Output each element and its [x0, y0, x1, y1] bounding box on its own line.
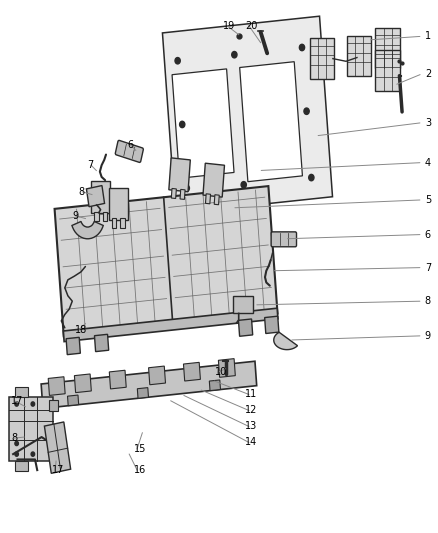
Text: 7: 7	[88, 160, 94, 170]
Circle shape	[299, 44, 304, 51]
Bar	[49, 400, 58, 411]
Text: 9: 9	[72, 211, 78, 221]
Circle shape	[175, 58, 180, 64]
Circle shape	[232, 52, 237, 58]
FancyBboxPatch shape	[172, 69, 234, 178]
Bar	[9, 397, 53, 461]
Bar	[180, 189, 185, 199]
Text: 3: 3	[425, 118, 431, 127]
Bar	[238, 319, 253, 336]
Text: 2: 2	[425, 69, 431, 78]
Circle shape	[304, 108, 309, 115]
Circle shape	[31, 452, 35, 456]
Wedge shape	[72, 221, 103, 239]
Bar	[67, 395, 79, 406]
Bar	[184, 362, 201, 381]
Text: 14: 14	[245, 438, 258, 447]
Bar	[74, 374, 92, 393]
Text: 8: 8	[79, 187, 85, 197]
Bar	[103, 212, 107, 221]
Text: 11: 11	[245, 390, 258, 399]
Bar	[347, 36, 371, 76]
Text: 6: 6	[127, 140, 133, 150]
Text: 1: 1	[425, 31, 431, 41]
Text: 6: 6	[425, 230, 431, 239]
Bar	[94, 212, 99, 221]
Text: 20: 20	[245, 21, 258, 30]
Text: 17: 17	[11, 396, 23, 406]
Bar	[15, 387, 28, 397]
Text: 17: 17	[52, 465, 64, 475]
Bar	[265, 316, 279, 334]
Text: 13: 13	[245, 422, 258, 431]
Text: 15: 15	[134, 444, 146, 454]
Text: 4: 4	[425, 158, 431, 167]
Circle shape	[15, 402, 18, 406]
FancyBboxPatch shape	[115, 140, 143, 163]
Bar	[109, 188, 128, 220]
Bar	[171, 189, 177, 198]
FancyBboxPatch shape	[240, 62, 302, 182]
Bar	[120, 218, 125, 228]
Bar	[219, 359, 235, 377]
Bar	[203, 163, 225, 197]
FancyBboxPatch shape	[271, 232, 297, 247]
Polygon shape	[274, 332, 297, 350]
Bar	[44, 422, 71, 473]
Text: 8: 8	[425, 296, 431, 306]
Circle shape	[241, 182, 246, 188]
Bar	[91, 181, 110, 213]
Bar	[64, 308, 278, 342]
Circle shape	[31, 402, 35, 406]
Bar	[66, 337, 80, 354]
Bar	[15, 461, 28, 471]
Bar	[110, 370, 126, 389]
Text: 10: 10	[215, 367, 227, 377]
Bar	[138, 387, 148, 398]
Circle shape	[184, 185, 189, 191]
FancyBboxPatch shape	[86, 185, 105, 207]
Bar	[48, 377, 65, 395]
Bar	[169, 158, 191, 192]
Circle shape	[309, 174, 314, 181]
Text: 12: 12	[245, 406, 258, 415]
Bar	[162, 16, 332, 213]
Bar	[375, 28, 400, 68]
Text: 19: 19	[223, 21, 236, 30]
Bar	[375, 50, 400, 91]
Text: 5: 5	[425, 195, 431, 205]
Text: 9: 9	[425, 331, 431, 341]
Bar	[310, 38, 334, 79]
Text: 8: 8	[11, 433, 17, 443]
Text: 16: 16	[134, 465, 146, 475]
Bar	[148, 366, 166, 385]
Bar	[209, 380, 220, 391]
Bar	[205, 194, 211, 204]
Bar	[95, 334, 109, 352]
Bar	[41, 361, 257, 408]
Text: 7: 7	[425, 263, 431, 272]
Bar	[55, 186, 278, 336]
Circle shape	[15, 441, 18, 446]
Circle shape	[180, 121, 185, 127]
Bar	[112, 218, 116, 228]
Circle shape	[15, 452, 18, 456]
Text: 18: 18	[74, 326, 87, 335]
Bar	[214, 195, 219, 205]
FancyBboxPatch shape	[233, 296, 253, 313]
